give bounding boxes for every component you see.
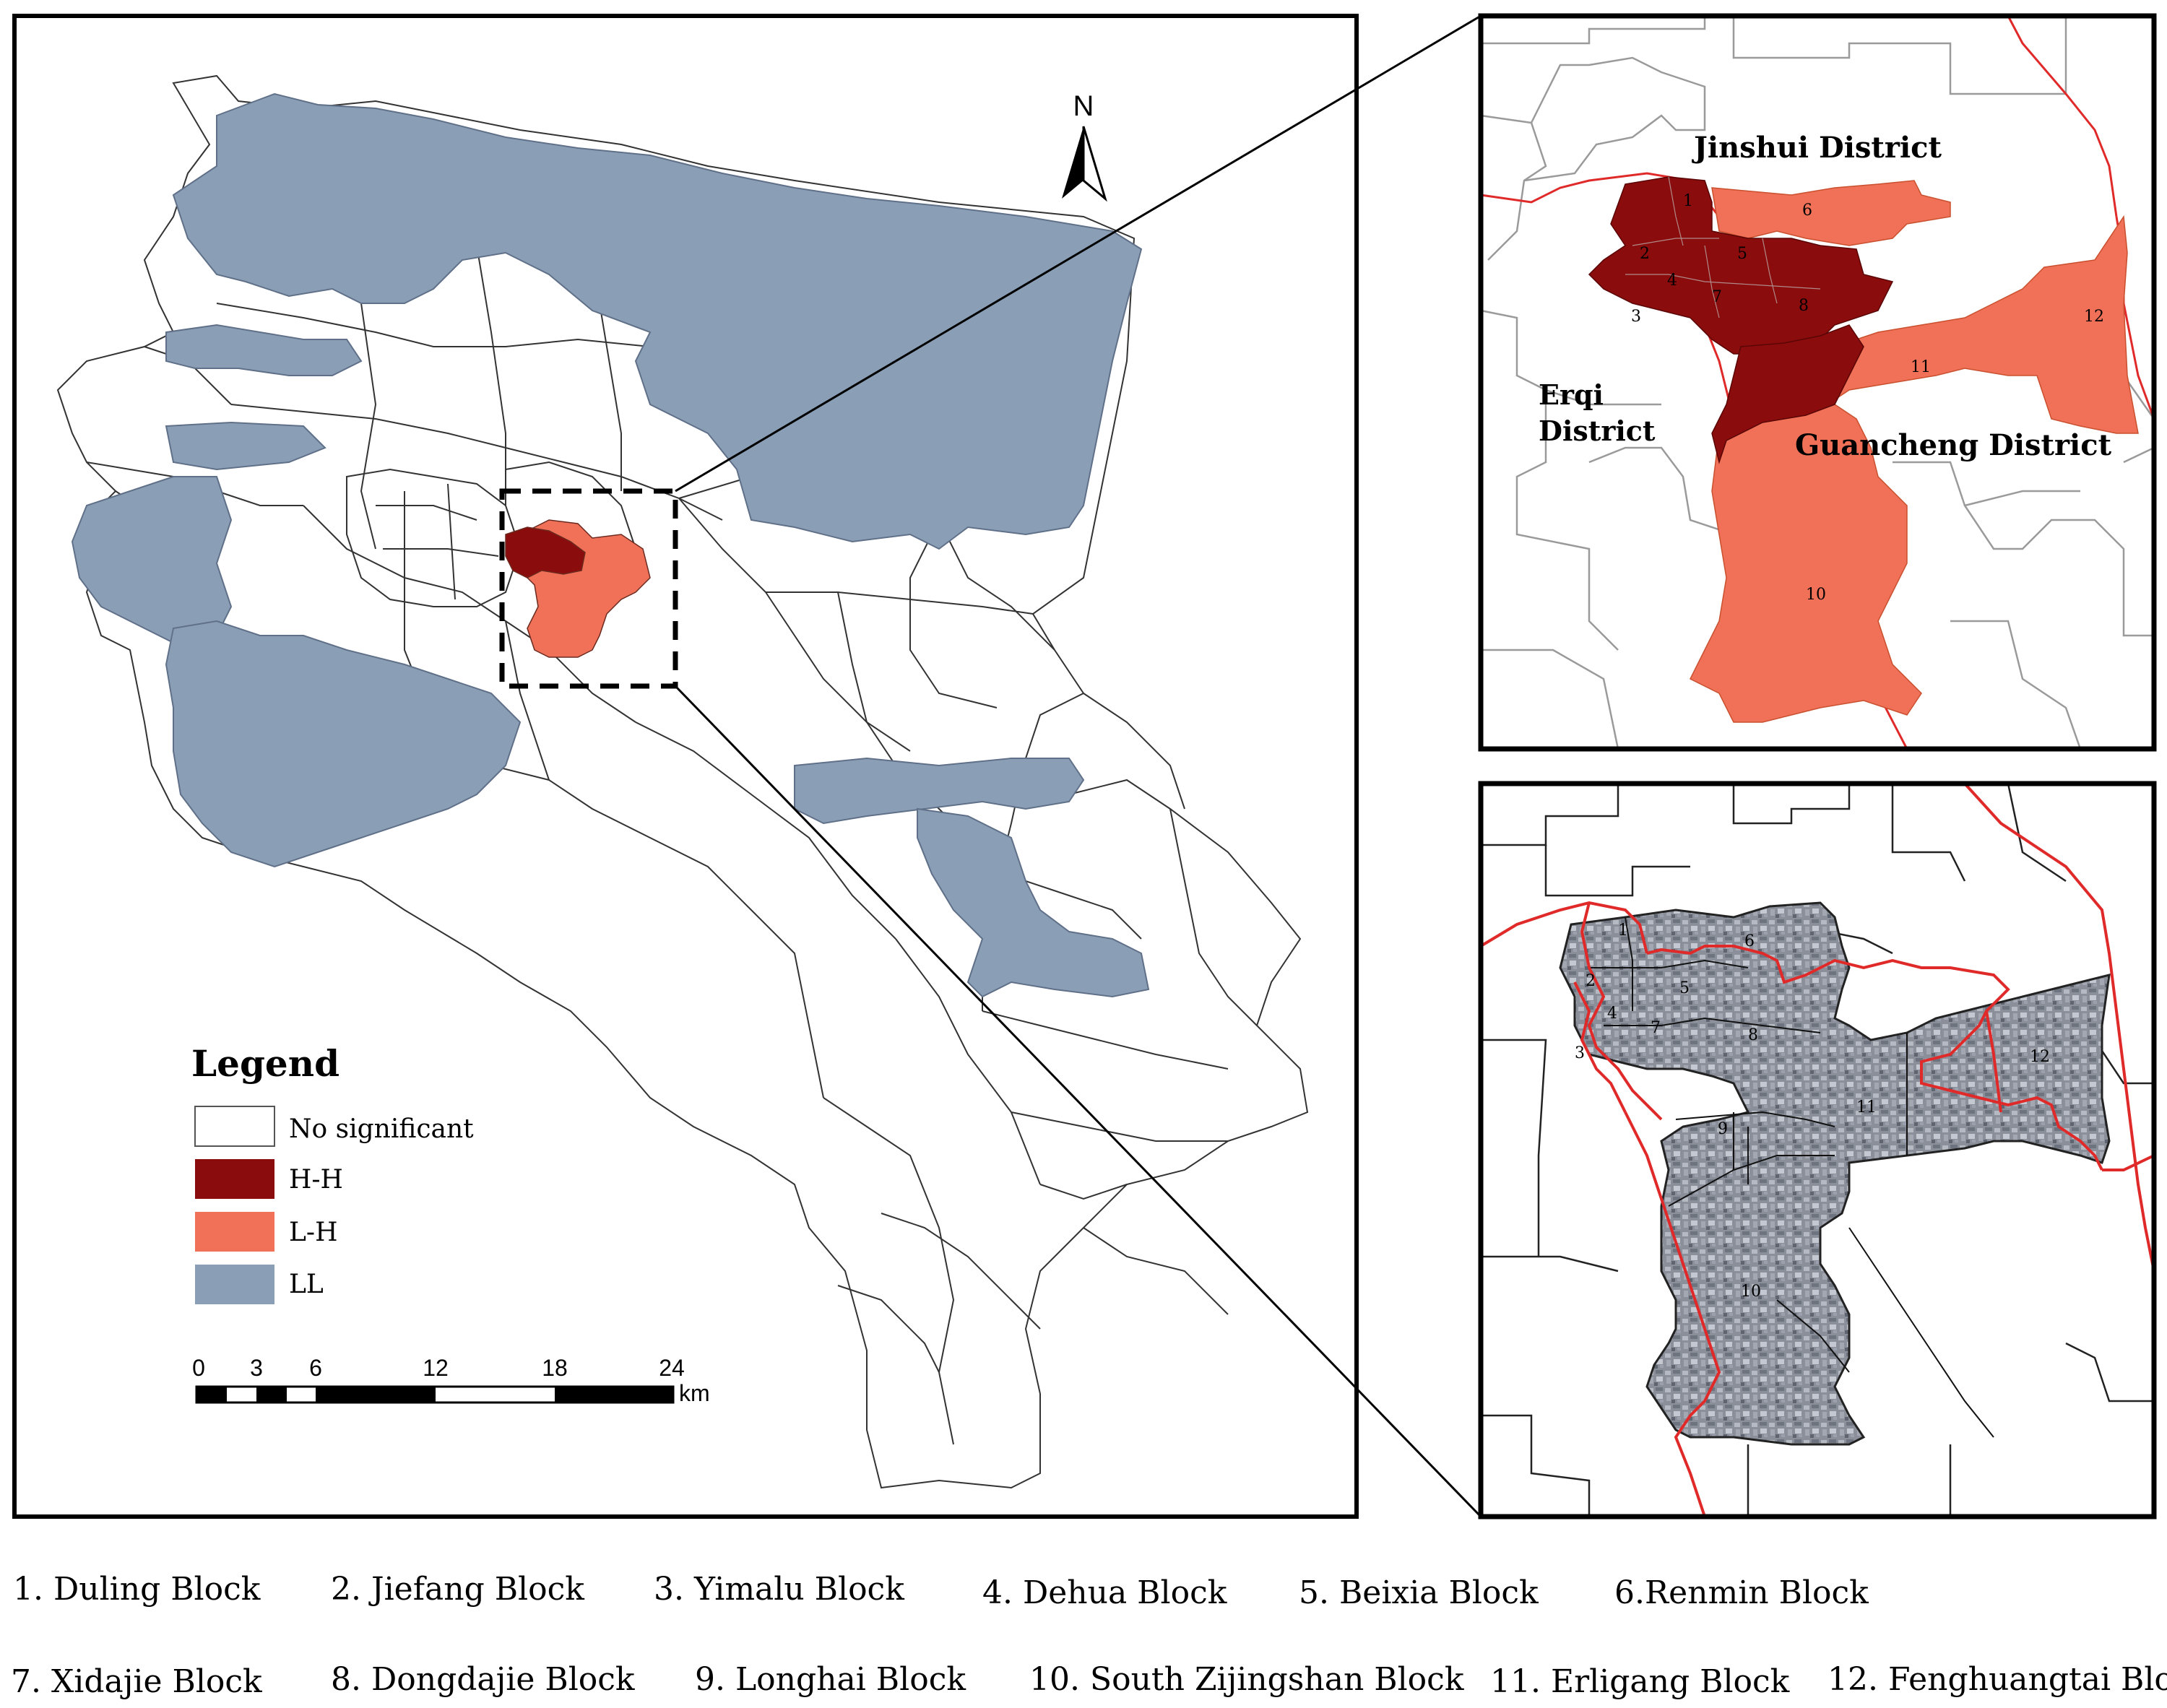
zoom-extent-box	[499, 488, 678, 689]
ll-north-band	[172, 92, 1143, 550]
caption-dongdajie: 8. Dongdajie Block	[331, 1661, 635, 1698]
inset-bottom-block-numbers: 1 2 3 4 5 6 7 8 9 10 11 12	[1575, 922, 2050, 1301]
caption-renmin: 6.Renmin Block	[1614, 1574, 1869, 1611]
top-block-1: 1	[1683, 192, 1693, 210]
ll-west-strip	[165, 324, 363, 376]
scale-tick-24: 24	[659, 1355, 685, 1381]
top-block-12: 12	[2084, 308, 2104, 326]
bottom-block-8: 8	[1748, 1026, 1758, 1044]
label-guancheng-district: Guancheng District	[1795, 428, 2112, 462]
top-block-5: 5	[1737, 245, 1747, 263]
scale-tick-6: 6	[309, 1355, 322, 1381]
top-block-8: 8	[1799, 297, 1809, 315]
ll-se-band	[794, 757, 1085, 825]
caption-fenghuangtai: 12. Fenghuangtai Block	[1828, 1661, 2167, 1698]
bottom-block-2: 2	[1586, 972, 1596, 990]
scale-tick-0: 0	[192, 1355, 205, 1381]
bottom-block-5: 5	[1679, 979, 1690, 997]
legend-label-lh: L-H	[289, 1218, 337, 1247]
north-label: N	[1073, 90, 1094, 122]
main-hh-region	[505, 526, 586, 578]
zoom-line-top	[675, 14, 1482, 493]
label-erqi-district: District	[1539, 415, 1656, 447]
legend: Legend No significant H-H L-H LL	[191, 1042, 474, 1304]
inset-bottom-frame	[1478, 781, 2157, 1520]
bottom-block-6: 6	[1744, 932, 1755, 950]
caption-jiefang: 2. Jiefang Block	[331, 1571, 584, 1608]
caption-south-zijingshan: 10. South Zijingshan Block	[1029, 1661, 1464, 1698]
caption-duling: 1. Duling Block	[13, 1571, 261, 1608]
legend-label-no-significant: No significant	[289, 1114, 474, 1144]
inset-top-frame	[1478, 13, 2157, 752]
bottom-block-3: 3	[1575, 1044, 1585, 1062]
ll-sw-blob	[165, 620, 522, 868]
ll-northwest-strip	[165, 421, 326, 471]
top-block-7: 7	[1712, 288, 1722, 306]
bottom-block-4: 4	[1607, 1005, 1617, 1023]
north-arrow-icon	[1062, 126, 1107, 202]
caption-yimalu: 3. Yimalu Block	[654, 1571, 904, 1608]
scale-tick-3: 3	[250, 1355, 263, 1381]
top-block-2: 2	[1640, 245, 1650, 263]
scale-tick-12: 12	[423, 1355, 449, 1381]
caption-erligang: 11. Erligang Block	[1490, 1663, 1790, 1700]
bottom-block-1: 1	[1618, 922, 1628, 940]
inset-hh-south	[1711, 324, 1864, 464]
legend-swatch-hh	[195, 1159, 274, 1199]
ll-regions	[71, 92, 1150, 998]
top-block-11: 11	[1911, 358, 1931, 376]
bottom-block-9: 9	[1718, 1120, 1728, 1138]
bottom-block-11: 11	[1856, 1098, 1877, 1117]
top-block-3: 3	[1631, 308, 1641, 326]
legend-swatch-no-significant	[194, 1106, 275, 1147]
inset-bottom: 1 2 3 4 5 6 7 8 9 10 11 12	[1478, 781, 2157, 1520]
ll-se-blob	[917, 807, 1150, 998]
caption-xidajie: 7. Xidajie Block	[11, 1663, 262, 1700]
inset-top: Jinshui District Erqi District Guancheng…	[1478, 13, 2157, 752]
scale-bar: 0 3 6 12 18 24 km	[192, 1355, 710, 1406]
label-jinshui-district: Jinshui District	[1692, 131, 1942, 165]
label-erqi: Erqi	[1539, 378, 1604, 411]
legend-label-ll: LL	[289, 1270, 324, 1299]
inset-block-10	[1689, 404, 1922, 723]
top-block-4: 4	[1667, 272, 1677, 290]
legend-title: Legend	[191, 1042, 339, 1085]
main-hotspot	[505, 519, 651, 658]
bottom-block-7: 7	[1651, 1019, 1661, 1037]
legend-swatch-lh	[195, 1212, 274, 1252]
inset-block-11-12	[1827, 214, 2139, 434]
scale-unit: km	[679, 1380, 710, 1406]
caption-beixia: 5. Beixia Block	[1299, 1574, 1539, 1611]
inset-block-6	[1711, 180, 1951, 246]
zoom-line-bottom	[674, 685, 1482, 1518]
bottom-block-12: 12	[2030, 1048, 2050, 1066]
inset-top-block-numbers: 1 2 3 4 5 6 7 8 10 11 12	[1631, 192, 2104, 604]
bottom-block-10: 10	[1741, 1283, 1761, 1301]
top-block-10: 10	[1806, 586, 1826, 604]
caption-dehua: 4. Dehua Block	[982, 1574, 1227, 1611]
legend-label-hh: H-H	[289, 1165, 343, 1195]
scale-tick-18: 18	[542, 1355, 568, 1381]
legend-swatch-ll	[195, 1265, 274, 1304]
caption-longhai: 9. Longhai Block	[695, 1661, 966, 1698]
top-block-6: 6	[1802, 201, 1812, 220]
